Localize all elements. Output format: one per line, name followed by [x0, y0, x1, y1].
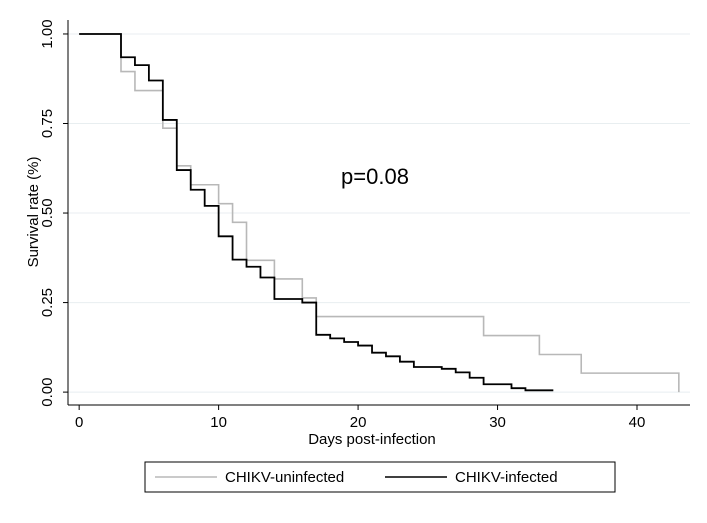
legend-label: CHIKV-uninfected	[225, 469, 344, 486]
annotation: p=0.08	[341, 164, 409, 189]
y-axis-title: Survival rate (%)	[25, 157, 42, 268]
y-tick-label: 0.75	[39, 109, 56, 138]
y-tick-label: 0.25	[39, 288, 56, 317]
y-tick-label: 0.00	[39, 378, 56, 407]
x-tick-label: 10	[210, 414, 227, 431]
x-tick-label: 0	[75, 414, 83, 431]
y-tick-label: 0.50	[39, 198, 56, 227]
y-tick-label: 1.00	[39, 19, 56, 48]
legend-box	[144, 461, 616, 493]
x-tick-label: 20	[350, 414, 367, 431]
x-axis-title: Days post-infection	[308, 431, 436, 448]
x-tick-label: 40	[629, 414, 646, 431]
survival-line	[79, 33, 554, 392]
x-tick-label: 30	[489, 414, 506, 431]
legend-label: CHIKV-infected	[455, 469, 558, 486]
